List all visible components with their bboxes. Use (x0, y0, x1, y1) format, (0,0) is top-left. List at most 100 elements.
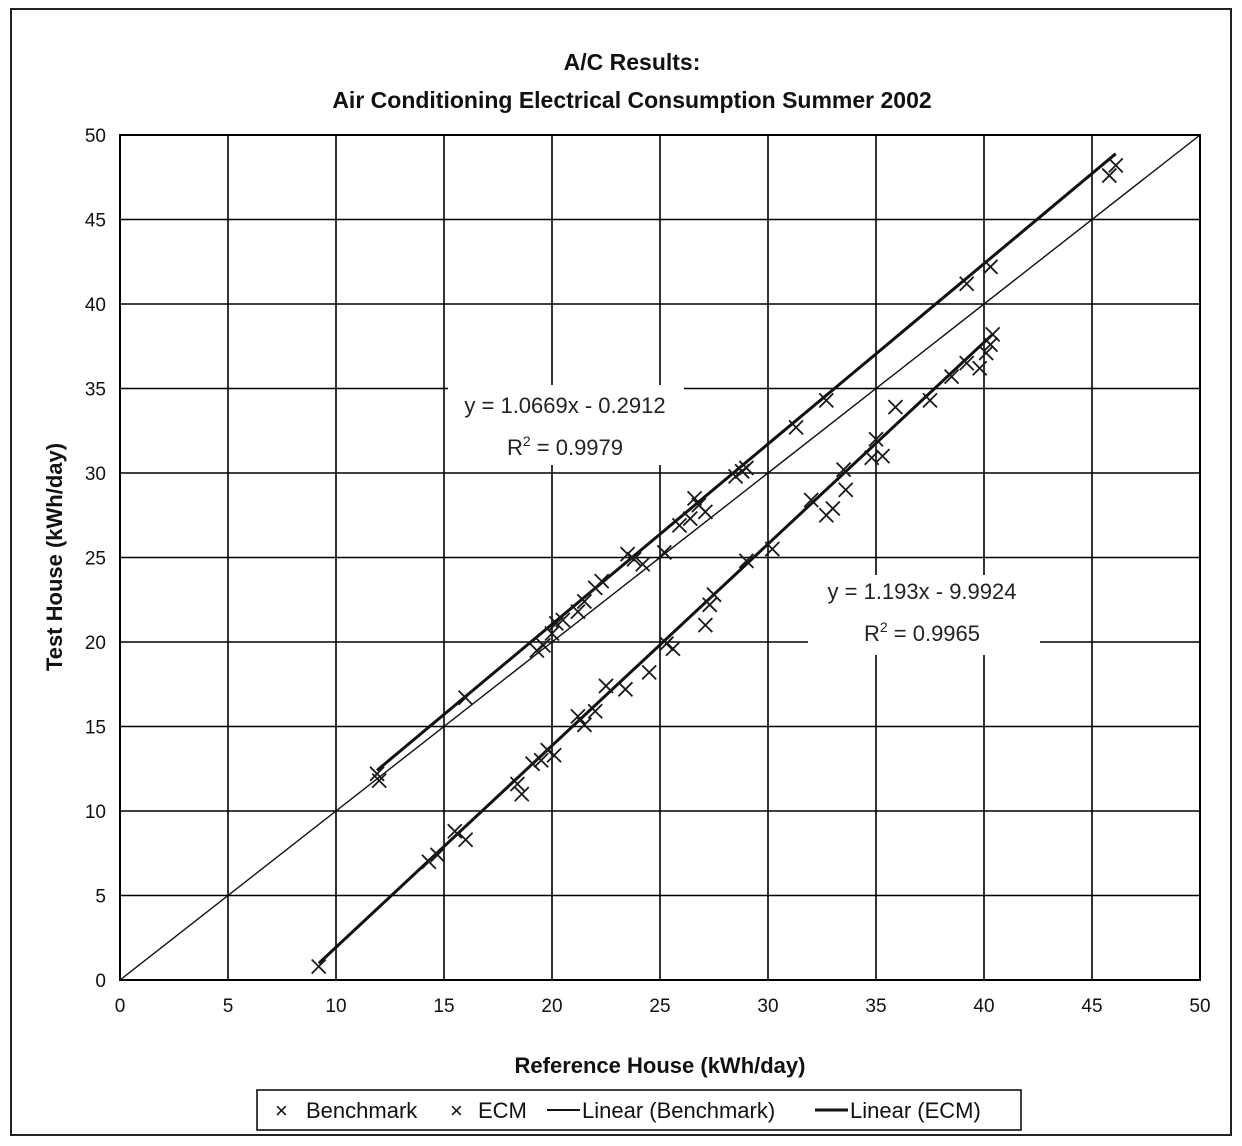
legend-benchmark-marker: × (275, 1098, 288, 1123)
y-tick-label: 40 (85, 295, 106, 316)
ecm-point (598, 678, 614, 694)
x-tick-label: 45 (1081, 996, 1102, 1017)
benchmark-point (959, 276, 975, 292)
ecm-equation-backdrop (808, 575, 1040, 655)
benchmark-equation-backdrop (448, 385, 684, 465)
benchmark-point (697, 504, 713, 520)
ecm-point (311, 958, 327, 975)
ecm-point (706, 587, 722, 603)
y-tick-label: 25 (85, 549, 106, 570)
ecm-point (429, 847, 446, 863)
y-tick-label: 5 (95, 887, 106, 908)
ecm-point (887, 399, 904, 415)
ecm-point (421, 854, 437, 870)
ecm-point (576, 717, 593, 733)
benchmark-point (727, 468, 744, 485)
benchmark-point (1101, 167, 1117, 184)
ecm-point (738, 553, 755, 569)
benchmark-point (576, 593, 593, 610)
y-tick-label: 50 (85, 126, 106, 147)
legend-ecm-marker: × (450, 1098, 463, 1123)
x-tick-label: 15 (433, 996, 454, 1017)
y-tick-label: 35 (85, 380, 106, 401)
ecm-point (985, 326, 1001, 343)
legend-item-linear-ecm: Linear (ECM) (815, 1098, 981, 1123)
ecm-point (617, 681, 634, 697)
benchmark-point (982, 259, 999, 275)
benchmark-point (535, 637, 551, 654)
ecm-point (570, 708, 586, 724)
x-tick-label: 30 (757, 996, 778, 1017)
benchmark-point (671, 517, 688, 534)
ecm-point (825, 500, 841, 517)
ecm-point (978, 345, 994, 361)
benchmark-point (457, 690, 474, 706)
benchmark-trend-r2: R2 = 0.9979 (507, 433, 623, 460)
legend-ecm-label: ECM (478, 1098, 527, 1123)
ecm-point (868, 431, 884, 447)
y-tick-labels: 0 5 10 15 20 25 30 35 40 45 50 (85, 126, 106, 992)
ecm-point (665, 641, 681, 657)
x-tick-label: 5 (223, 996, 234, 1017)
x-axis-title: Reference House (kWh/day) (515, 1053, 806, 1078)
benchmark-point (682, 510, 698, 527)
benchmark-point (371, 772, 387, 789)
chart-title: A/C Results: (564, 49, 701, 75)
x-tick-label: 0 (115, 996, 126, 1017)
ecm-point (509, 776, 526, 792)
legend-linear-benchmark-label: Linear (Benchmark) (582, 1098, 775, 1123)
benchmark-point (555, 612, 571, 628)
benchmark-point (544, 625, 560, 642)
ecm-point (838, 482, 854, 498)
benchmark-point (626, 551, 642, 567)
ecm-point (641, 664, 657, 681)
ecm-point (943, 369, 960, 385)
x-tick-label: 20 (541, 996, 562, 1017)
y-axis-title: Test House (kWh/day) (42, 443, 67, 671)
legend-item-ecm: × ECM (450, 1098, 527, 1123)
y-tick-label: 10 (85, 802, 106, 823)
x-tick-label: 10 (325, 996, 346, 1017)
y-tick-label: 45 (85, 211, 106, 232)
ecm-point (658, 636, 675, 652)
y-tick-label: 15 (85, 718, 106, 739)
y-tick-label: 0 (95, 971, 106, 992)
ecm-point (972, 360, 988, 376)
benchmark-point (738, 460, 755, 476)
ecm-point (922, 392, 938, 408)
ecm-point (803, 492, 819, 508)
benchmark-trendline (376, 152, 1117, 772)
ecm-point (457, 832, 474, 848)
ecm-point (835, 461, 852, 478)
x-tick-label: 35 (865, 996, 886, 1017)
y-tick-label: 30 (85, 464, 106, 485)
benchmark-point (656, 544, 672, 561)
benchmark-point (570, 603, 586, 620)
x-tick-labels: 0 5 10 15 20 25 30 35 40 45 50 (115, 996, 1211, 1017)
x-tick-label: 50 (1189, 996, 1210, 1017)
y-tick-label: 20 (85, 633, 106, 654)
benchmark-point (594, 573, 610, 589)
benchmark-trend-equation: y = 1.0669x - 0.2912 (464, 393, 665, 418)
ecm-point (447, 823, 463, 839)
benchmark-point (818, 392, 834, 408)
x-tick-label: 25 (649, 996, 670, 1017)
benchmark-point (1108, 157, 1124, 174)
ecm-point (982, 336, 999, 353)
ecm-trend-equation: y = 1.193x - 9.9924 (828, 579, 1017, 604)
ecm-point (764, 541, 780, 557)
benchmark-point (635, 556, 651, 572)
ecm-point (874, 448, 891, 464)
legend-benchmark-label: Benchmark (306, 1098, 418, 1123)
chart-subtitle: Air Conditioning Electrical Consumption … (332, 87, 931, 113)
legend-item-linear-benchmark: Linear (Benchmark) (547, 1098, 775, 1123)
benchmark-point (619, 546, 636, 562)
ecm-point (587, 703, 603, 719)
data-points-layer (311, 157, 1124, 975)
benchmark-point (686, 490, 703, 506)
ecm-point (540, 742, 556, 758)
ecm-point (533, 752, 549, 768)
ecm-point (514, 786, 530, 802)
ecm-point (524, 756, 541, 772)
benchmark-point (529, 642, 545, 659)
